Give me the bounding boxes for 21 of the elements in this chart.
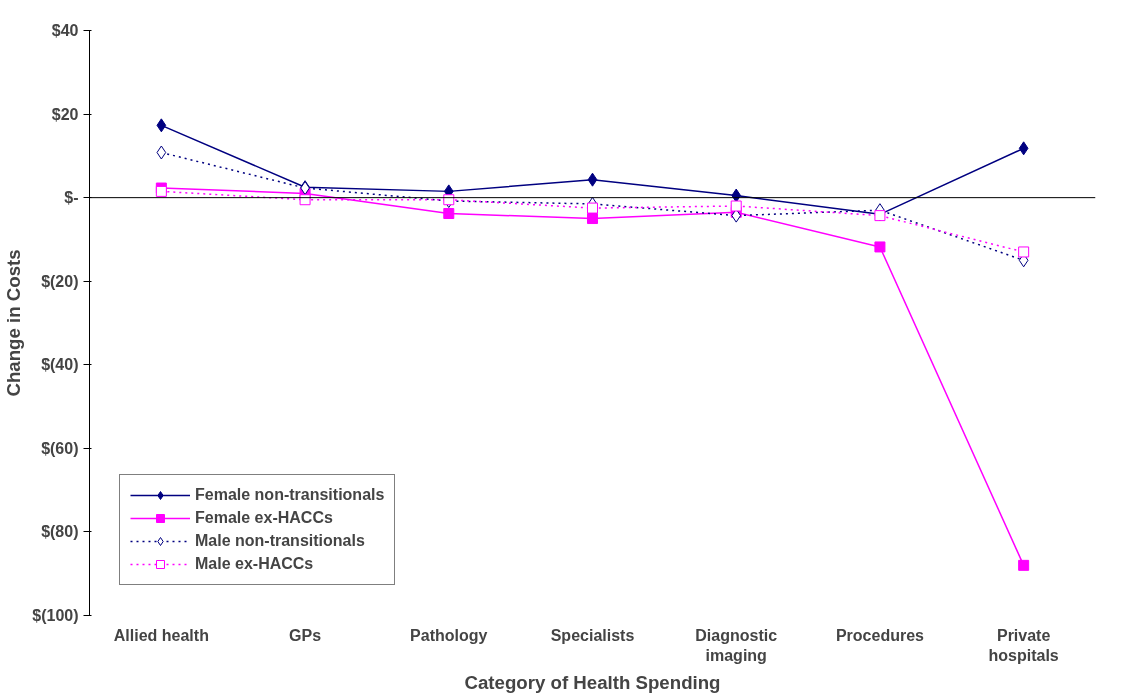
legend-label: Male non-transitionals (195, 532, 365, 550)
x-tick-label: GPs (289, 626, 322, 644)
x-tick-label: Pathology (410, 626, 488, 644)
y-tick-label: $(40) (41, 356, 79, 374)
legend-label: Female non-transitionals (195, 486, 385, 504)
x-tick-label: Diagnostic imaging (695, 626, 778, 664)
legend-label: Female ex-HACCs (195, 509, 333, 527)
y-tick-label: $- (64, 189, 79, 207)
y-axis-title: Change in Costs (3, 249, 25, 397)
y-tick-label: $40 (51, 22, 79, 39)
x-tick-label: Specialists (550, 626, 635, 644)
x-tick-label: Private hospitals (988, 626, 1059, 664)
y-tick-label: $20 (51, 105, 79, 123)
y-tick-label: $(20) (41, 272, 79, 290)
legend-label: Male ex-HACCs (195, 555, 314, 573)
x-axis-title: Category of Health Spending (464, 671, 721, 693)
y-tick-label: $(80) (41, 523, 79, 541)
x-tick-label: Allied health (113, 626, 209, 644)
x-tick-label: Procedures (835, 626, 925, 644)
y-tick-label: $(60) (41, 439, 79, 457)
y-tick-label: $(100) (32, 607, 79, 624)
